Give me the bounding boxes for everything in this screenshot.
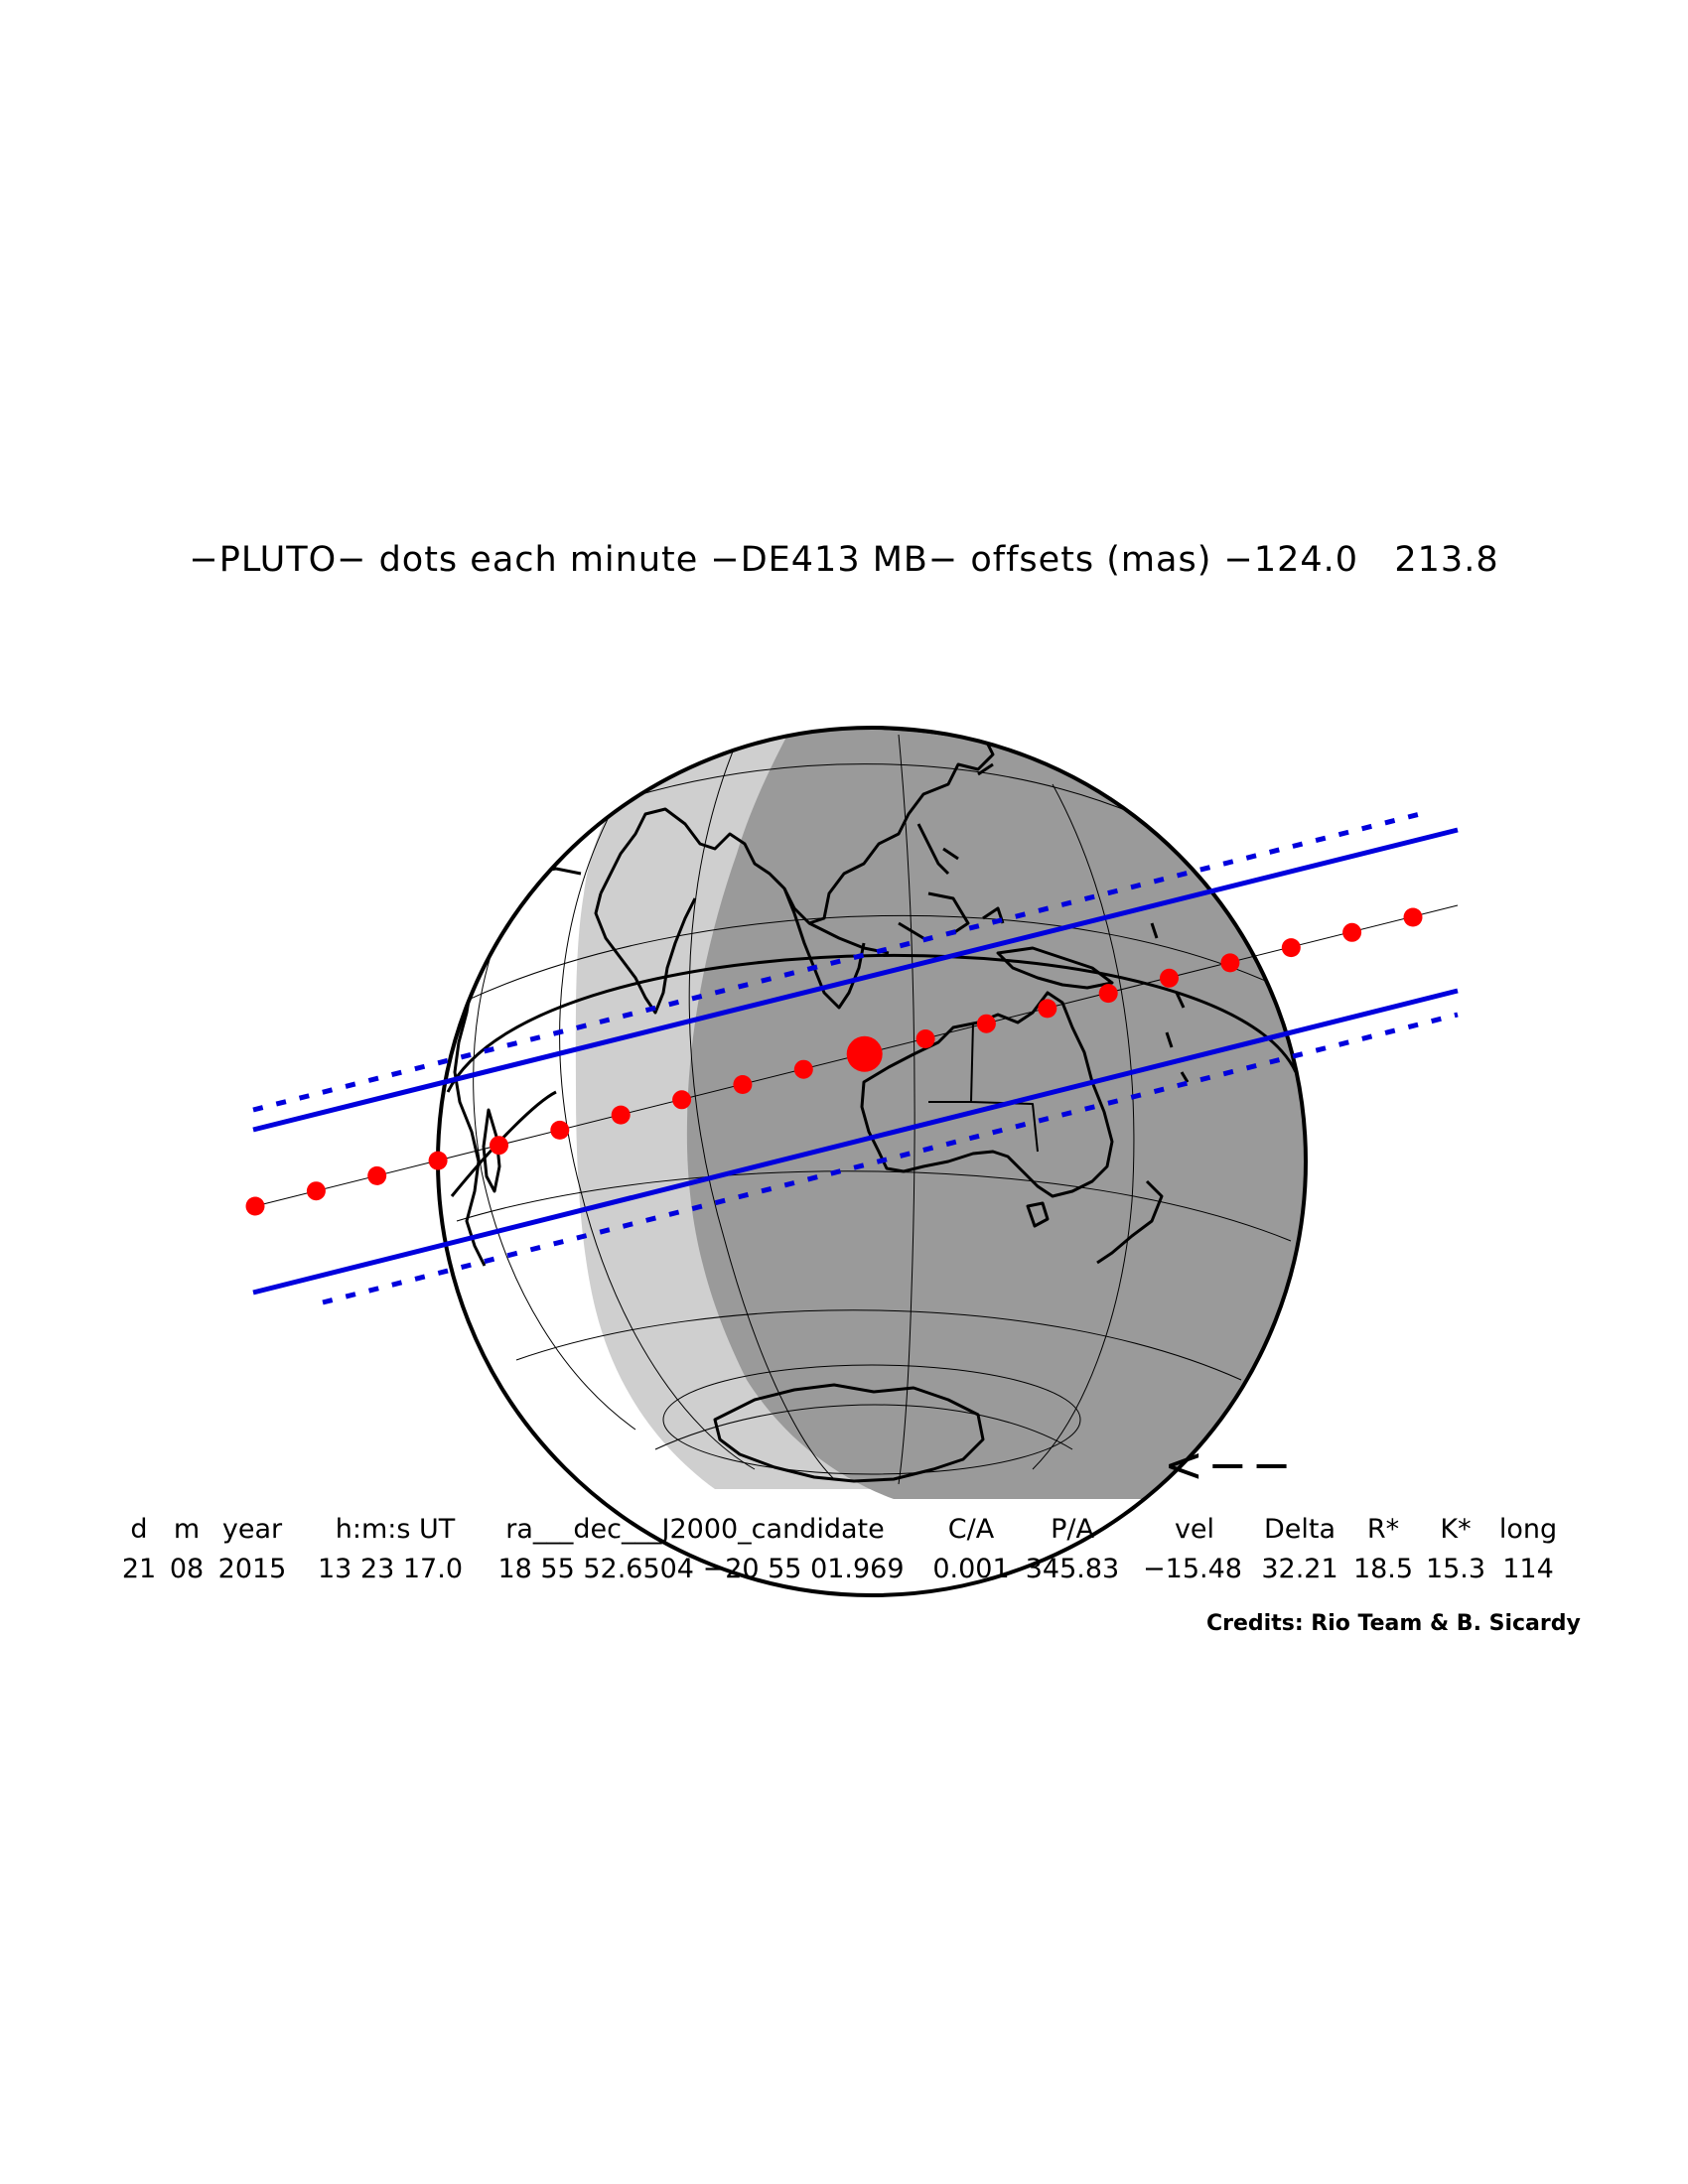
header-year: year	[221, 1514, 283, 1545]
minute-dot	[611, 1105, 631, 1125]
new-guinea	[996, 946, 1114, 990]
value-delta: 32.21	[1261, 1554, 1338, 1584]
indochina-coast	[782, 887, 866, 1010]
pacific-islands	[1150, 863, 1198, 1083]
value-velocity: −15.48	[1143, 1554, 1242, 1584]
minute-dot	[1038, 999, 1057, 1019]
minute-dot	[367, 1165, 387, 1185]
india-coast	[594, 892, 697, 1015]
minute-dot	[428, 1151, 448, 1170]
value-ca: 0.001	[932, 1554, 1010, 1584]
minute-dot	[550, 1120, 570, 1140]
value-coordinates: 18 55 52.6504 −20 55 01.969	[497, 1554, 905, 1584]
coastlines	[450, 728, 1198, 1483]
minute-dot	[1342, 922, 1362, 942]
map-title: −PLUTO− dots each minute −DE413 MB− offs…	[189, 540, 1499, 580]
minute-dot	[1098, 984, 1118, 1004]
indonesia-islands	[808, 891, 1005, 955]
header-ca: C/A	[947, 1514, 995, 1545]
header-r-mag: R*	[1366, 1514, 1400, 1545]
motion-direction-arrow: <−−	[1164, 1437, 1296, 1493]
minute-dot	[306, 1181, 326, 1201]
minute-dot	[490, 1136, 508, 1156]
minute-dots	[245, 907, 1423, 1216]
minute-dot	[733, 1075, 753, 1094]
minute-dot	[793, 1059, 813, 1079]
value-day: 21	[121, 1554, 157, 1584]
value-k-mag: 15.3	[1425, 1554, 1486, 1584]
minute-dot	[1160, 968, 1179, 988]
south-shadow-limit	[252, 988, 1459, 1296]
north-shadow-limit	[252, 827, 1459, 1133]
value-year: 2015	[217, 1554, 287, 1584]
header-pa: P/A	[1051, 1514, 1094, 1545]
header-coordinates: ra___dec___J2000_candidate	[505, 1514, 885, 1545]
header-day: d	[130, 1514, 148, 1545]
south-uncertainty-limit	[322, 1012, 1459, 1305]
minute-dot	[245, 1196, 265, 1216]
value-month: 08	[169, 1554, 205, 1584]
header-month: m	[173, 1514, 201, 1545]
header-delta: Delta	[1263, 1514, 1336, 1545]
visibility-terminator	[446, 953, 1298, 1093]
limb-shadow-edge	[450, 1090, 557, 1197]
philippines	[916, 823, 959, 876]
australia-states	[928, 1022, 1039, 1153]
minute-dot	[1220, 953, 1240, 973]
graticule	[456, 728, 1292, 1485]
minute-dot	[1403, 907, 1423, 927]
value-longitude: 114	[1502, 1554, 1554, 1584]
antarctica-coast	[713, 1383, 985, 1483]
header-time: h:m:s UT	[335, 1514, 456, 1545]
header-longitude: long	[1498, 1514, 1558, 1545]
header-velocity: vel	[1174, 1514, 1215, 1545]
north-uncertainty-limit	[252, 811, 1421, 1113]
asia-coast	[599, 728, 1040, 925]
closest-approach-dot	[846, 1035, 883, 1072]
value-time: 13 23 17.0	[318, 1554, 463, 1584]
value-r-mag: 18.5	[1352, 1554, 1414, 1584]
credits: Credits: Rio Team & B. Sicardy	[1206, 1611, 1581, 1636]
minute-dot	[672, 1090, 692, 1110]
tasmania	[1026, 1201, 1050, 1228]
minute-dot	[976, 1014, 996, 1033]
minute-dot	[915, 1029, 935, 1048]
minute-dot	[1281, 938, 1301, 958]
value-pa: 345.83	[1025, 1554, 1120, 1584]
new-zealand	[1096, 1179, 1164, 1265]
header-k-mag: K*	[1440, 1514, 1472, 1545]
